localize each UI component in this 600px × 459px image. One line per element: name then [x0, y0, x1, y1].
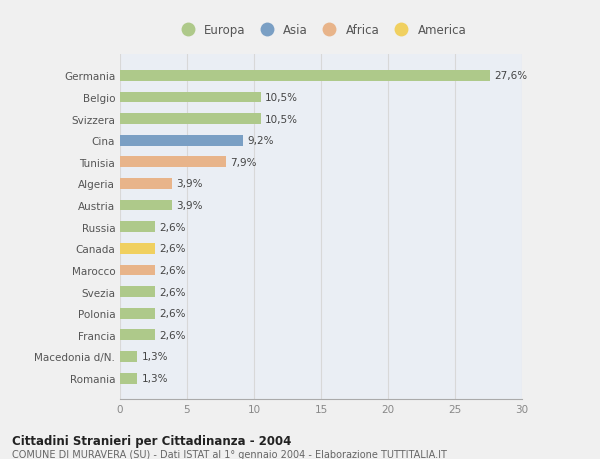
- Bar: [120, 265, 155, 276]
- Bar: [120, 200, 172, 211]
- Text: 3,9%: 3,9%: [176, 179, 203, 189]
- Bar: [120, 308, 155, 319]
- Bar: [120, 351, 137, 362]
- Bar: [120, 92, 260, 103]
- Bar: [120, 373, 137, 384]
- Text: 2,6%: 2,6%: [159, 265, 185, 275]
- Text: 1,3%: 1,3%: [142, 373, 168, 383]
- Text: COMUNE DI MURAVERA (SU) - Dati ISTAT al 1° gennaio 2004 - Elaborazione TUTTITALI: COMUNE DI MURAVERA (SU) - Dati ISTAT al …: [12, 449, 447, 459]
- Text: 3,9%: 3,9%: [176, 201, 203, 211]
- Text: 10,5%: 10,5%: [265, 114, 298, 124]
- Text: 27,6%: 27,6%: [494, 71, 527, 81]
- Bar: [120, 114, 260, 125]
- Text: 2,6%: 2,6%: [159, 308, 185, 319]
- Text: 7,9%: 7,9%: [230, 157, 256, 168]
- Bar: [120, 286, 155, 297]
- Bar: [120, 135, 243, 146]
- Bar: [120, 71, 490, 82]
- Bar: [120, 243, 155, 254]
- Legend: Europa, Asia, Africa, America: Europa, Asia, Africa, America: [171, 20, 471, 42]
- Text: 2,6%: 2,6%: [159, 287, 185, 297]
- Bar: [120, 330, 155, 341]
- Text: 10,5%: 10,5%: [265, 93, 298, 103]
- Text: 1,3%: 1,3%: [142, 352, 168, 362]
- Text: Cittadini Stranieri per Cittadinanza - 2004: Cittadini Stranieri per Cittadinanza - 2…: [12, 434, 292, 447]
- Text: 2,6%: 2,6%: [159, 244, 185, 254]
- Bar: [120, 179, 172, 190]
- Bar: [120, 222, 155, 233]
- Bar: [120, 157, 226, 168]
- Text: 2,6%: 2,6%: [159, 222, 185, 232]
- Text: 2,6%: 2,6%: [159, 330, 185, 340]
- Text: 9,2%: 9,2%: [247, 136, 274, 146]
